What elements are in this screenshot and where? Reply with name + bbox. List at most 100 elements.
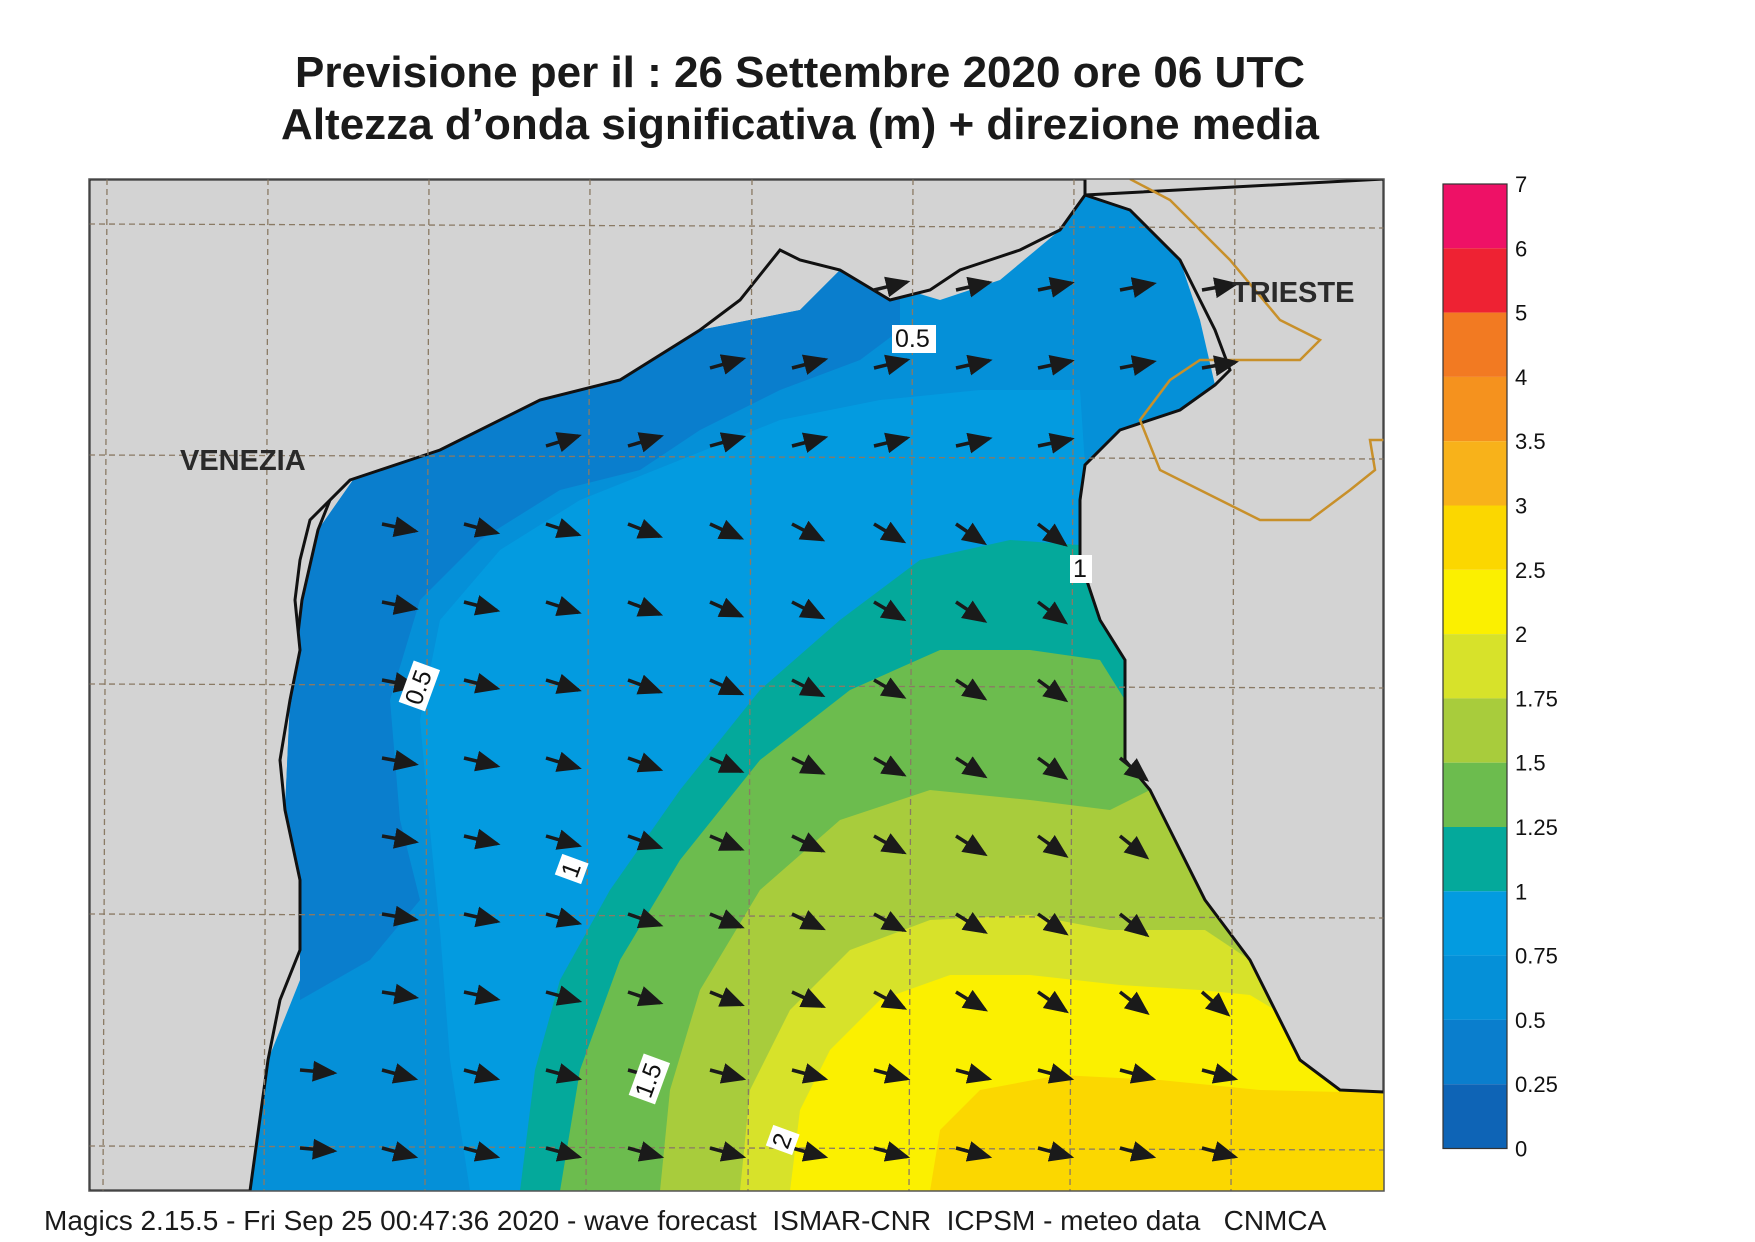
legend-swatch xyxy=(1443,634,1507,699)
direction-arrow xyxy=(873,521,907,544)
legend-swatch xyxy=(1443,505,1507,570)
direction-arrow xyxy=(955,276,993,298)
direction-arrow xyxy=(1118,834,1150,860)
direction-arrow xyxy=(791,598,826,620)
direction-arrow xyxy=(463,984,501,1006)
direction-arrow xyxy=(463,750,501,772)
legend-swatch xyxy=(1443,698,1507,763)
direction-arrow xyxy=(873,432,911,454)
band-2.5-3 xyxy=(930,1075,1384,1191)
contour-label-1-east: 1 xyxy=(1073,555,1087,583)
direction-arrow xyxy=(955,1141,993,1162)
legend-swatch xyxy=(1443,827,1507,892)
legend-label: 4 xyxy=(1515,365,1527,390)
legend-label: 1.25 xyxy=(1515,815,1558,840)
legend-label: 5 xyxy=(1515,301,1527,326)
direction-arrow xyxy=(1036,678,1069,703)
legend-label: 1 xyxy=(1515,879,1527,904)
city-label-trieste: TRIESTE xyxy=(1232,277,1354,309)
legend-swatch xyxy=(1443,955,1507,1020)
trieste-gulf-land xyxy=(1078,179,1384,1094)
direction-arrow xyxy=(299,1060,338,1082)
direction-arrow xyxy=(463,906,501,928)
legend-swatch xyxy=(1443,312,1507,377)
direction-arrow xyxy=(1036,834,1069,858)
direction-arrow xyxy=(791,354,829,375)
direction-arrow xyxy=(381,827,419,849)
direction-arrow xyxy=(381,516,419,537)
direction-arrow xyxy=(1037,1141,1075,1162)
direction-arrow xyxy=(1118,756,1150,782)
direction-arrow xyxy=(627,518,663,539)
page-subtitle: Altezza d’onda significativa (m) + direz… xyxy=(281,100,1319,149)
page-title: Previsione per il : 26 Settembre 2020 or… xyxy=(294,48,1305,97)
direction-arrow xyxy=(709,1141,747,1162)
direction-arrow xyxy=(1201,355,1239,377)
legend-label: 0.5 xyxy=(1515,1008,1546,1033)
legend-swatch xyxy=(1443,1084,1507,1149)
direction-arrow xyxy=(1037,990,1069,1014)
legend-label: 1.5 xyxy=(1515,751,1546,776)
map-area: VENEZIA TRIESTE 0.5 0.5 1 1 1.5 2 xyxy=(89,179,1384,1191)
direction-arrow xyxy=(873,599,907,622)
direction-arrow xyxy=(381,905,419,927)
direction-arrow xyxy=(545,1141,583,1162)
direction-arrow xyxy=(709,675,745,696)
direction-arrow xyxy=(1037,433,1075,454)
direction-arrow xyxy=(791,1063,829,1084)
legend-swatch xyxy=(1443,1019,1507,1085)
direction-arrow xyxy=(627,752,664,773)
legend-label: 3.5 xyxy=(1515,429,1546,454)
contour-label-0.5-north: 0.5 xyxy=(895,325,930,353)
direction-arrow xyxy=(1119,1141,1157,1162)
direction-arrow xyxy=(1200,990,1231,1017)
direction-arrow xyxy=(955,756,988,779)
direction-arrow xyxy=(709,597,745,618)
direction-arrow xyxy=(709,987,745,1007)
direction-arrow xyxy=(463,517,501,538)
direction-arrow xyxy=(791,1141,829,1162)
footer-credits: Magics 2.15.5 - Fri Sep 25 00:47:36 2020… xyxy=(44,1205,1327,1236)
direction-arrow xyxy=(1036,756,1069,781)
direction-arrow xyxy=(381,1141,419,1162)
color-legend: 7 6 5 4 3.5 3 2.5 2 1.75 1.5 1.25 1 0.75 0.5 0.25 0 xyxy=(1442,172,1558,1162)
direction-arrow xyxy=(709,909,745,929)
direction-arrow xyxy=(381,594,419,615)
direction-arrow xyxy=(955,522,987,546)
direction-arrow xyxy=(873,276,911,298)
direction-arrow xyxy=(873,755,907,777)
legend-label: 0.25 xyxy=(1515,1072,1558,1097)
direction-arrow xyxy=(1201,1063,1239,1084)
direction-arrow xyxy=(955,354,993,376)
direction-arrow xyxy=(299,1138,338,1160)
direction-arrow xyxy=(627,432,664,453)
direction-arrow xyxy=(709,753,745,774)
direction-arrow xyxy=(463,1063,501,1084)
legend-swatch xyxy=(1443,891,1507,956)
direction-arrow xyxy=(709,1063,747,1084)
direction-arrow xyxy=(1119,355,1157,376)
national-border xyxy=(1129,179,1384,522)
direction-arrow xyxy=(791,832,826,853)
direction-arrow xyxy=(791,520,826,542)
direction-arrow xyxy=(791,676,826,697)
direction-arrow xyxy=(873,911,907,932)
direction-arrow xyxy=(955,678,988,701)
legend-label: 1.75 xyxy=(1515,686,1558,711)
direction-arrow xyxy=(955,432,993,454)
direction-arrow xyxy=(709,831,745,851)
direction-arrow xyxy=(381,983,420,1005)
direction-arrow xyxy=(627,674,664,695)
direction-arrow xyxy=(873,1063,911,1084)
direction-arrow xyxy=(545,907,583,928)
legend-swatch xyxy=(1443,184,1507,249)
direction-arrow xyxy=(873,1141,911,1162)
direction-arrow xyxy=(1201,1141,1239,1162)
direction-arrow xyxy=(627,830,664,851)
direction-arrow xyxy=(955,1063,993,1084)
direction-arrow xyxy=(1036,912,1069,936)
direction-arrow xyxy=(463,1141,501,1162)
direction-arrow xyxy=(381,750,419,771)
direction-arrow xyxy=(709,519,745,540)
